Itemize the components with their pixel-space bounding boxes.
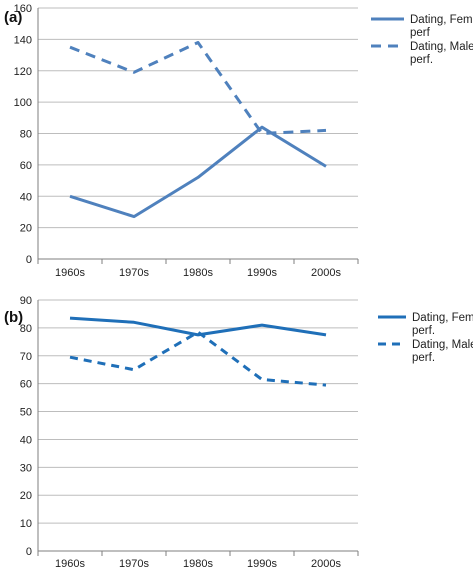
y-tick-label: 60 [20,160,32,172]
y-tick-label: 90 [20,295,32,307]
y-tick-label: 100 [14,97,32,109]
x-tick-label: 1990s [247,558,277,570]
series-line-male [69,41,327,135]
series-line-fem [69,316,327,337]
y-tick-label: 40 [20,191,32,203]
y-tick-label: 80 [20,323,32,335]
panel-label: (a) [4,9,22,26]
y-tick-label: 70 [20,351,32,363]
y-tick-label: 50 [20,407,32,419]
legend-label: Dating, Fem perf. [412,312,473,337]
y-tick-label: 30 [20,462,32,474]
y-tick-label: 0 [26,254,32,266]
panel-label: (b) [4,309,23,326]
y-tick-label: 140 [14,34,32,46]
x-tick-label: 1980s [183,267,213,279]
y-tick-label: 10 [20,518,32,530]
x-tick-label: 2000s [311,267,341,279]
x-tick-label: 1980s [183,558,213,570]
x-tick-label: 1960s [55,558,85,570]
y-tick-label: 20 [20,490,32,502]
chart-panel-b: 0 10 20 30 40 50 60 70 80 90 1960s 1970s 1980s 1990s 2… [4,295,473,570]
legend-label: Dating, Male perf. [410,41,473,66]
y-tick-label: 40 [20,434,32,446]
chart-panel-a: 0 20 40 60 80 100 120 140 160 1960s 1970s 1980s 1990… [4,3,473,279]
x-tick-label: 1970s [119,267,149,279]
series-line-male [69,330,327,387]
y-tick-label: 60 [20,379,32,391]
series-line-fem [69,125,327,219]
x-tick-label: 1960s [55,267,85,279]
y-tick-label: 160 [14,3,32,15]
y-tick-label: 20 [20,223,32,235]
y-tick-label: 120 [14,66,32,78]
y-tick-label: 0 [26,546,32,558]
x-tick-label: 1970s [119,558,149,570]
x-tick-label: 1990s [247,267,277,279]
legend-label: Dating, Male perf. [412,339,473,364]
x-tick-label: 2000s [311,558,341,570]
legend-label: Dating, Fem perf [410,14,473,39]
y-tick-label: 80 [20,129,32,141]
